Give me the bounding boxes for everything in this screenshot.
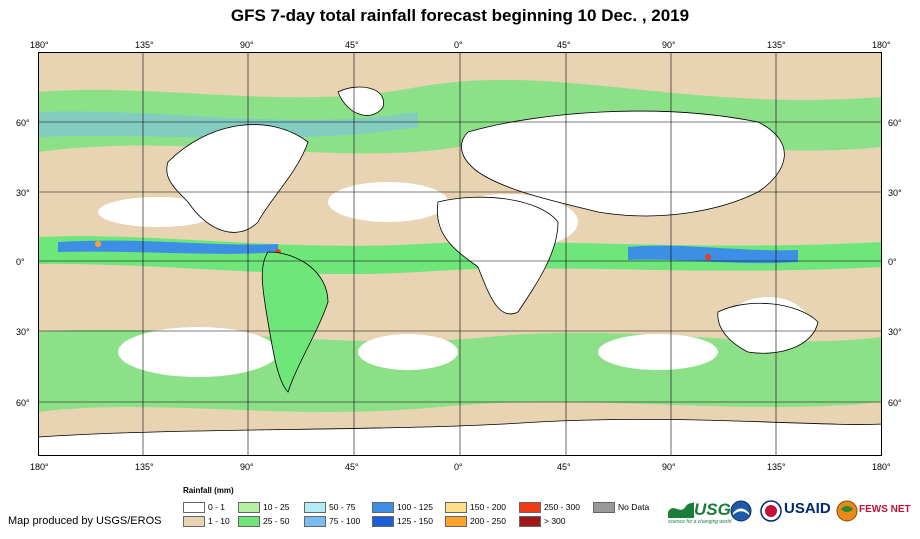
lat-label-right: 60°: [888, 118, 902, 128]
lon-label-top: 90°: [662, 40, 676, 50]
greenland: [337, 86, 384, 116]
lat-label-right: 30°: [888, 327, 902, 337]
usgs-logo: USGS: [694, 500, 743, 519]
legend-swatch: [445, 516, 467, 527]
lon-label-top: 135°: [135, 40, 154, 50]
graticule: [38, 52, 882, 456]
legend-swatch: [519, 516, 541, 527]
lon-label-bottom: 135°: [135, 462, 154, 472]
rainfall-map: [38, 52, 882, 456]
legend-swatch: [183, 516, 205, 527]
usaid-seal-icon: [760, 500, 782, 522]
legend-label: 25 - 50: [263, 516, 290, 526]
south-america: [261, 251, 329, 393]
africa: [436, 196, 559, 315]
fews-globe-icon: [836, 500, 858, 522]
dry-zone-pacific-s: [118, 327, 278, 377]
lat-label-right: 30°: [888, 188, 902, 198]
map-frame: [38, 52, 882, 456]
dry-zone-atlantic: [328, 182, 448, 222]
lon-label-bottom: 45°: [557, 462, 571, 472]
lat-label-left: 30°: [16, 188, 30, 198]
legend-label: 100 - 125: [397, 502, 433, 512]
legend-label: > 300: [544, 516, 566, 526]
dry-zone-atlantic-s: [358, 334, 458, 370]
lat-label-left: 30°: [16, 327, 30, 337]
lon-label-top: 45°: [557, 40, 571, 50]
legend-swatch: [183, 502, 205, 513]
north-america: [166, 124, 309, 233]
lon-label-bottom: 180°: [30, 462, 49, 472]
lon-label-top: 45°: [345, 40, 359, 50]
legend-label: 0 - 1: [208, 502, 226, 512]
lon-label-bottom: 90°: [662, 462, 676, 472]
heavy-rain-spot: [705, 254, 711, 260]
lon-label-bottom: 135°: [767, 462, 786, 472]
lat-label-left: 60°: [16, 398, 30, 408]
lon-label-top: 135°: [767, 40, 786, 50]
legend-label: 10 - 25: [263, 502, 290, 512]
usaid-logo: USAID: [784, 500, 831, 517]
lon-label-bottom: 180°: [872, 462, 891, 472]
usgs-wave-icon: [668, 502, 694, 518]
legend-label: 200 - 250: [470, 516, 506, 526]
legend-label: 125 - 150: [397, 516, 433, 526]
lon-label-bottom: 90°: [240, 462, 254, 472]
lon-label-top: 180°: [872, 40, 891, 50]
lat-label-left: 0°: [16, 257, 25, 267]
fews-net-logo: FEWS NET: [859, 504, 911, 515]
legend-title: Rainfall (mm): [183, 486, 234, 495]
lat-label-left: 60°: [16, 118, 30, 128]
legend-label: 150 - 200: [470, 502, 506, 512]
dry-zone-pacific-n: [98, 197, 218, 227]
legend-label: 250 - 300: [544, 502, 580, 512]
legend-label: 75 - 100: [329, 516, 361, 526]
lon-label-bottom: 45°: [345, 462, 359, 472]
lon-label-bottom: 0°: [454, 462, 463, 472]
map-credit: Map produced by USGS/EROS: [8, 515, 162, 527]
legend-swatch: [304, 502, 326, 513]
legend-swatch: [238, 516, 260, 527]
map-title: GFS 7-day total rainfall forecast beginn…: [230, 6, 690, 25]
australia: [717, 302, 819, 354]
lat-label-right: 60°: [888, 398, 902, 408]
heavy-rain-spot: [95, 241, 101, 247]
lon-label-top: 180°: [30, 40, 49, 50]
legend-label: 50 - 75: [329, 502, 356, 512]
usgs-tagline: science for a changing world: [668, 519, 732, 525]
rain-band-north-heavy: [38, 111, 418, 138]
eurasia: [461, 110, 785, 217]
legend-swatch: [372, 516, 394, 527]
legend-swatch: [593, 502, 615, 513]
noaa-logo-icon: [730, 500, 752, 522]
dry-zone-indian: [598, 334, 718, 370]
legend-label: No Data: [618, 502, 650, 512]
itcz-heavy-indonesia: [628, 245, 798, 264]
legend-swatch: [445, 502, 467, 513]
legend-swatch: [238, 502, 260, 513]
legend-swatch: [372, 502, 394, 513]
legend-swatch: [519, 502, 541, 513]
itcz-heavy-pacific: [58, 240, 278, 254]
legend-swatch: [304, 516, 326, 527]
lon-label-top: 0°: [454, 40, 463, 50]
lat-label-right: 0°: [888, 257, 897, 267]
legend-label: 1 - 10: [208, 516, 230, 526]
lon-label-top: 90°: [240, 40, 254, 50]
